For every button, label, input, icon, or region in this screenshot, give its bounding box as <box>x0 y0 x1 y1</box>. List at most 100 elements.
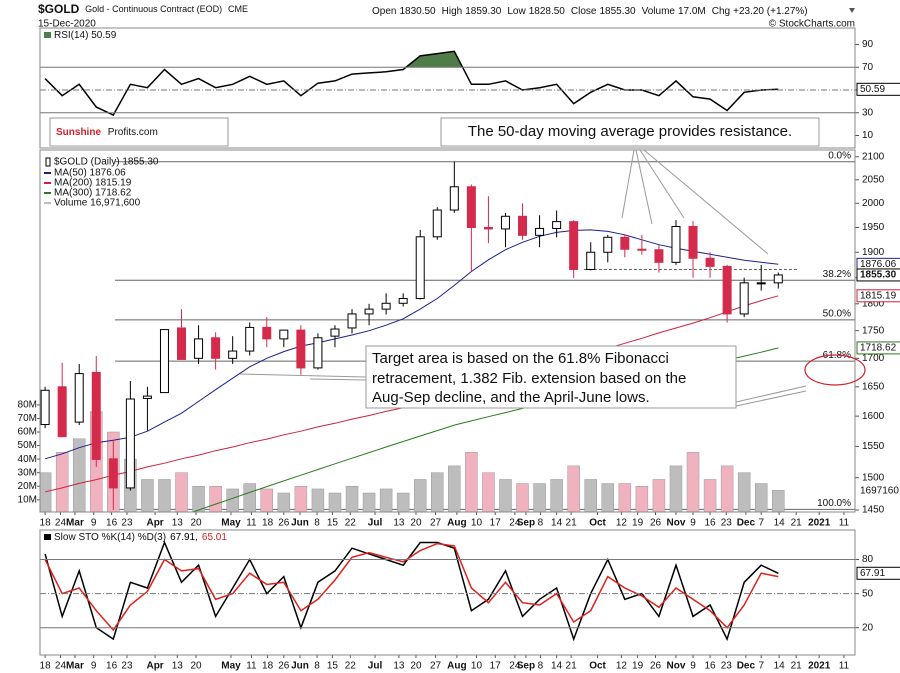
volume-bar <box>601 483 615 512</box>
volume-bar <box>499 479 512 512</box>
y-tick-label: 10 <box>862 130 874 141</box>
x-tick-label: 11 <box>839 661 850 672</box>
x-tick-label: 13 <box>172 518 184 529</box>
volume-bar <box>413 479 427 512</box>
volume-bar <box>703 479 717 512</box>
x-tick-label: Jun <box>291 518 309 529</box>
x-tick-label: 26 <box>650 661 662 672</box>
x-tick-label: 24 <box>55 518 67 529</box>
candle-body <box>262 326 272 340</box>
volume-bar <box>550 479 563 512</box>
y-tick-label: 20 <box>862 622 874 633</box>
fib-label: 50.0% <box>823 308 851 319</box>
x-tick-label: 9 <box>91 661 97 672</box>
y-tick-label: 30 <box>862 107 874 118</box>
candle-body <box>688 225 698 259</box>
candle-body <box>313 337 323 369</box>
logo-black: Profits.com <box>108 127 158 138</box>
arrow <box>639 149 685 219</box>
x-tick-label: 13 <box>393 518 405 529</box>
x-tick-label: 10 <box>471 661 483 672</box>
value-tag: 67.91 <box>860 568 885 579</box>
y-tick-label: 1600 <box>862 411 885 422</box>
legend-swatch <box>44 534 51 540</box>
candle-body <box>245 326 255 352</box>
y2-tick-label: 30M <box>18 467 37 478</box>
x-tick-label: 20 <box>190 518 202 529</box>
candle-body <box>722 265 732 315</box>
y-tick-label: 1550 <box>862 441 885 452</box>
x-tick-label: 23 <box>721 518 733 529</box>
volume-bar <box>328 492 342 512</box>
y-tick-label: 1900 <box>862 247 885 258</box>
target-ellipse <box>804 354 866 386</box>
x-tick-label: 26 <box>278 661 290 672</box>
x-tick-label: 20 <box>410 661 422 672</box>
candle-body <box>569 221 579 270</box>
volume-bar <box>55 452 69 512</box>
x-tick-label: 20 <box>190 661 202 672</box>
x-tick-label: Mar <box>66 661 84 672</box>
legend-entry: 65.01 <box>202 532 227 543</box>
volume-bar <box>618 483 632 512</box>
y-tick-label: 1700 <box>862 353 885 364</box>
quote-value: +23.20 (+1.27%) <box>733 6 808 17</box>
candle-body <box>671 225 681 263</box>
value-tag-box <box>856 566 900 580</box>
value-tag: 1718.62 <box>860 343 897 354</box>
logo: Sunshine Profits.com <box>56 127 158 138</box>
fib-label: 38.2% <box>823 269 851 280</box>
quote-label: Close <box>571 6 597 17</box>
x-tick-label: 26 <box>278 518 290 529</box>
y-tick-label: 1800 <box>862 298 885 309</box>
marks: 90 70 50 30 10 RSI(14) 50.59 50.59 2100 2050 2000… <box>18 27 900 672</box>
candle-body <box>194 338 204 359</box>
x-tick-label: 2021 <box>808 661 831 672</box>
y-tick-label: 90 <box>862 39 874 50</box>
x-tick-label: Aug <box>447 518 466 529</box>
quote-label: Chg <box>712 6 730 17</box>
candle-body <box>125 398 135 489</box>
y-tick-label: 1750 <box>862 325 885 336</box>
x-tick-label: 17 <box>490 518 502 529</box>
candle-body <box>654 249 664 263</box>
volume-bar <box>141 479 154 512</box>
x-tick-label: 14 <box>551 661 563 672</box>
x-tick-label: 12 <box>616 518 628 529</box>
x-tick-label: 16 <box>705 518 717 529</box>
symbol: $GOLD <box>38 2 80 16</box>
y-tick-label: 2000 <box>862 198 885 209</box>
volume-bar <box>345 485 359 512</box>
candle-body <box>603 236 613 253</box>
volume-bar <box>294 485 308 512</box>
candle-body <box>466 186 476 228</box>
title: Slow STO %K(14) %D(3) <box>54 532 166 543</box>
volume-bar <box>652 479 666 512</box>
x-tick-label: 24 <box>55 661 67 672</box>
x-tick-label: 21 <box>791 661 803 672</box>
fib-label: 100.0% <box>817 498 851 509</box>
x-tick-label: Jul <box>368 518 383 529</box>
volume-bar <box>158 479 171 512</box>
x-tick-label: May <box>221 661 241 672</box>
x-tick-label: 9 <box>690 518 696 529</box>
y-tick-label: 2050 <box>862 174 885 185</box>
volume-bar <box>243 483 256 512</box>
x-tick-label: 27 <box>430 518 442 529</box>
legend-entry: MA(50) 1876.06 <box>54 168 126 179</box>
fib-label: 0.0% <box>828 150 851 161</box>
value-tag: 50.59 <box>860 84 885 95</box>
volume-bar <box>175 472 188 512</box>
x-tick-label: 9 <box>690 661 696 672</box>
value-tag: 1855.30 <box>860 270 897 281</box>
x-tick-label: 14 <box>774 661 786 672</box>
series-line <box>44 229 779 460</box>
value-tag-box <box>856 341 900 355</box>
legend-entry: $GOLD (Daily) 1855.30 <box>54 157 159 168</box>
y-tick-label: 1500 <box>862 472 885 483</box>
candle-body <box>586 251 596 270</box>
candle-body <box>535 227 545 236</box>
